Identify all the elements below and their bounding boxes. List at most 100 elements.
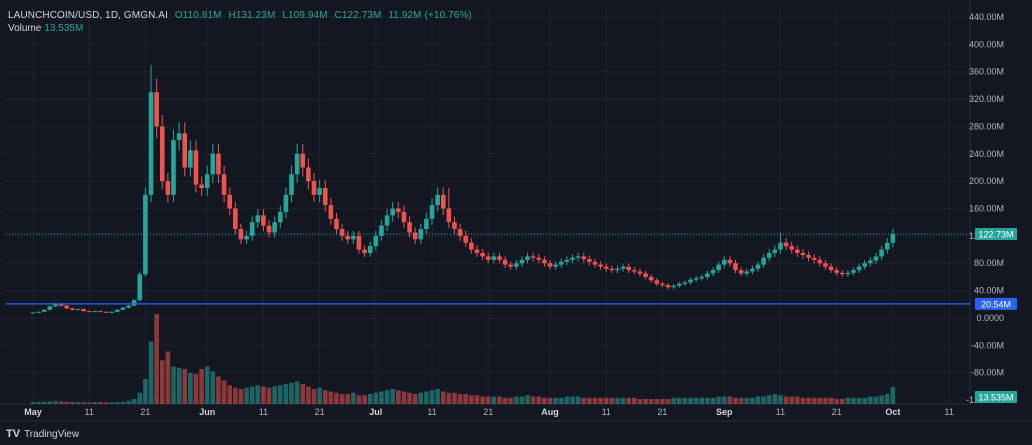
- volume-bar[interactable]: [603, 397, 609, 404]
- volume-bar[interactable]: [407, 392, 412, 404]
- volume-bar[interactable]: [480, 396, 485, 405]
- candle-body[interactable]: [446, 208, 452, 223]
- candle-body[interactable]: [609, 268, 615, 271]
- volume-bar[interactable]: [514, 396, 519, 405]
- candle-body[interactable]: [868, 260, 873, 264]
- volume-bar[interactable]: [660, 399, 665, 404]
- volume-bar[interactable]: [693, 397, 699, 404]
- volume-bar[interactable]: [148, 341, 154, 405]
- volume-bar[interactable]: [884, 394, 890, 404]
- volume-bar[interactable]: [474, 395, 480, 404]
- candle-body[interactable]: [109, 311, 114, 313]
- volume-bar[interactable]: [873, 396, 879, 405]
- candle-body[interactable]: [351, 235, 356, 240]
- volume-bar[interactable]: [58, 401, 64, 405]
- candle-body[interactable]: [575, 256, 581, 258]
- candle-body[interactable]: [581, 256, 587, 260]
- volume-bar[interactable]: [154, 314, 159, 404]
- candle-body[interactable]: [766, 252, 772, 258]
- volume-bar[interactable]: [485, 396, 491, 405]
- volume-bar[interactable]: [115, 402, 120, 404]
- candle-body[interactable]: [469, 242, 474, 250]
- candle-body[interactable]: [103, 311, 109, 313]
- candle-body[interactable]: [530, 256, 536, 258]
- volume-bar[interactable]: [424, 391, 429, 405]
- volume-bar[interactable]: [412, 394, 418, 404]
- volume-bar[interactable]: [311, 389, 317, 404]
- volume-bar[interactable]: [783, 396, 789, 405]
- volume-bar[interactable]: [469, 395, 474, 404]
- candle-body[interactable]: [249, 222, 255, 236]
- candle-body[interactable]: [424, 218, 429, 230]
- candle-body[interactable]: [699, 276, 705, 279]
- volume-bar[interactable]: [137, 392, 143, 404]
- volume-bar[interactable]: [41, 401, 47, 404]
- candle-body[interactable]: [884, 242, 890, 250]
- candle-body[interactable]: [688, 279, 693, 283]
- candle-body[interactable]: [828, 266, 834, 271]
- volume-bar[interactable]: [620, 397, 626, 404]
- candle-body[interactable]: [261, 215, 266, 226]
- volume-bar[interactable]: [86, 402, 92, 404]
- candle-body[interactable]: [806, 255, 811, 258]
- volume-bar[interactable]: [688, 397, 693, 404]
- candle-body[interactable]: [547, 263, 553, 267]
- candle-body[interactable]: [823, 263, 828, 267]
- volume-bar[interactable]: [755, 396, 761, 405]
- volume-bar[interactable]: [204, 366, 210, 405]
- candle-body[interactable]: [452, 222, 457, 230]
- candle-body[interactable]: [176, 133, 182, 141]
- candle-body[interactable]: [705, 273, 710, 277]
- volume-bar[interactable]: [789, 396, 794, 405]
- candle-body[interactable]: [384, 215, 390, 226]
- volume-bar[interactable]: [233, 387, 238, 404]
- volume-bar[interactable]: [795, 396, 800, 405]
- volume-bar[interactable]: [418, 392, 424, 404]
- volume-bar[interactable]: [862, 397, 868, 404]
- candle-body[interactable]: [440, 194, 446, 209]
- volume-bar[interactable]: [632, 397, 637, 404]
- candle-body[interactable]: [362, 249, 367, 253]
- volume-bar[interactable]: [272, 386, 277, 405]
- volume-bar[interactable]: [491, 396, 497, 405]
- volume-bar[interactable]: [216, 376, 221, 405]
- candle-body[interactable]: [491, 256, 497, 260]
- candle-body[interactable]: [643, 273, 648, 277]
- candle-body[interactable]: [536, 257, 542, 260]
- volume-bar[interactable]: [390, 389, 395, 404]
- volume-bar[interactable]: [322, 390, 328, 404]
- candle-body[interactable]: [834, 270, 839, 273]
- candle-body[interactable]: [126, 305, 131, 308]
- volume-bar[interactable]: [36, 401, 41, 404]
- volume-bar[interactable]: [716, 396, 721, 405]
- volume-bar[interactable]: [536, 396, 542, 405]
- volume-bar[interactable]: [255, 385, 261, 404]
- candle-body[interactable]: [317, 188, 322, 195]
- candle-body[interactable]: [514, 263, 519, 267]
- volume-bar[interactable]: [654, 399, 660, 404]
- candle-body[interactable]: [143, 194, 148, 275]
- candle-body[interactable]: [115, 309, 120, 312]
- candle-body[interactable]: [716, 264, 721, 271]
- volume-bar[interactable]: [609, 397, 615, 404]
- candle-body[interactable]: [64, 305, 70, 309]
- candle-body[interactable]: [182, 133, 188, 168]
- candle-body[interactable]: [738, 270, 744, 274]
- candle-body[interactable]: [542, 259, 547, 264]
- volume-bar[interactable]: [564, 396, 570, 405]
- candle-body[interactable]: [429, 205, 435, 219]
- volume-bar[interactable]: [289, 382, 294, 404]
- candle-body[interactable]: [845, 272, 851, 275]
- candle-body[interactable]: [795, 249, 800, 253]
- candle-body[interactable]: [300, 153, 306, 168]
- candle-body[interactable]: [665, 285, 671, 288]
- candle-body[interactable]: [98, 311, 103, 313]
- volume-bar[interactable]: [463, 394, 469, 404]
- volume-bar[interactable]: [249, 386, 255, 405]
- volume-bar[interactable]: [665, 399, 671, 404]
- candle-body[interactable]: [322, 188, 328, 206]
- volume-bar[interactable]: [334, 392, 339, 404]
- candle-body[interactable]: [396, 208, 401, 212]
- volume-bar[interactable]: [879, 395, 884, 404]
- candle-body[interactable]: [345, 235, 351, 240]
